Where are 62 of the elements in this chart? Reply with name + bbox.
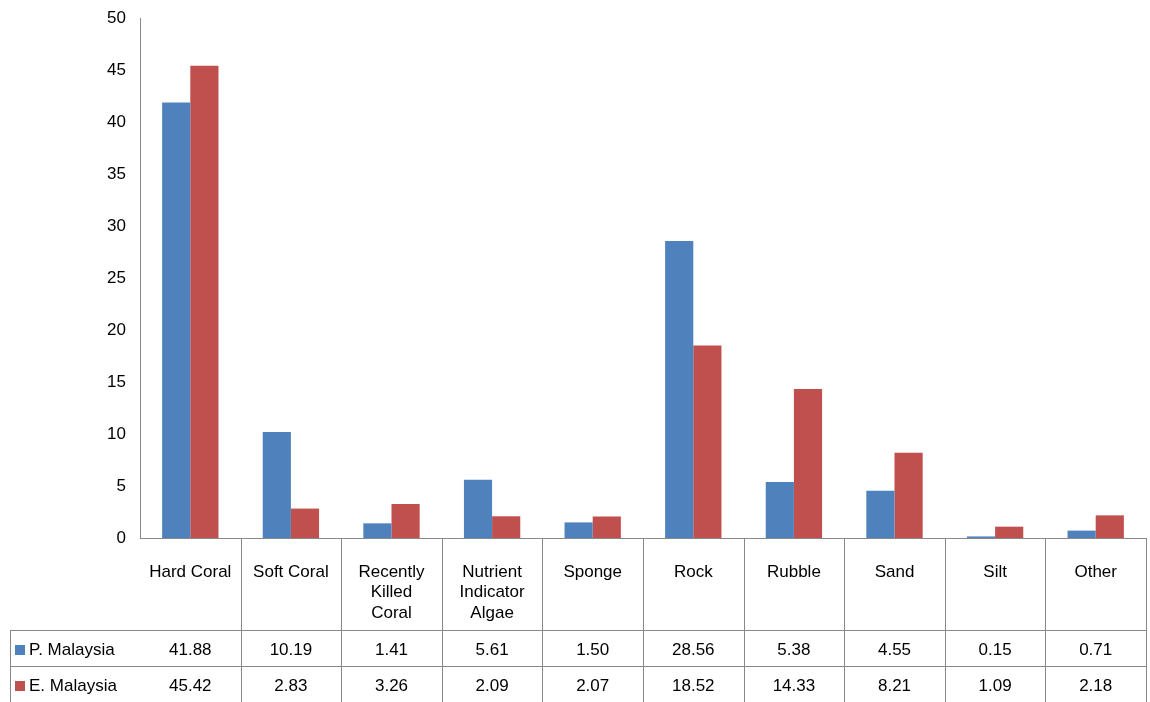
y-tick-label: 5 [116, 475, 126, 495]
bar [564, 522, 593, 538]
data-label: 10.19 [269, 639, 313, 659]
x-tick-label: Other [1074, 561, 1118, 581]
y-tick-label: 15 [107, 371, 126, 391]
x-tick-label: Recently Killed Coral [358, 561, 426, 622]
legend-label: E. Malaysia [29, 675, 118, 695]
x-tick-label: Nutrient Indicator Algae [459, 561, 526, 622]
data-label: 8.21 [877, 675, 912, 695]
data-label: 5.38 [777, 639, 811, 659]
bar [290, 508, 320, 538]
data-label: 28.56 [672, 639, 715, 659]
data-label: 0.71 [1079, 639, 1113, 659]
bar [765, 482, 794, 538]
data-label: 2.07 [576, 675, 610, 695]
bar [793, 389, 823, 538]
data-label: 14.33 [772, 675, 816, 695]
data-label: 18.52 [672, 675, 715, 695]
data-label: 2.18 [1079, 675, 1113, 695]
data-label: 4.55 [877, 639, 912, 659]
y-tick-label: 35 [107, 163, 126, 183]
y-tick-label: 10 [107, 423, 126, 443]
bar [995, 526, 1024, 538]
bar [1095, 515, 1124, 538]
data-label: 2.09 [475, 675, 509, 695]
bar [363, 523, 392, 538]
y-tick-label: 45 [107, 59, 126, 79]
x-tick-label: Rock [673, 561, 714, 581]
x-tick-label: Hard Coral [149, 561, 232, 581]
x-tick-label: Silt [983, 561, 1008, 581]
legend-label: P. Malaysia [29, 639, 116, 659]
bar [463, 479, 493, 538]
bar [1067, 530, 1096, 538]
bar [162, 102, 191, 538]
bar [866, 490, 895, 538]
bar [262, 432, 291, 538]
bar [592, 516, 621, 538]
data-label: 45.42 [169, 675, 212, 695]
data-label: 41.88 [169, 639, 212, 659]
data-label: 1.50 [576, 639, 610, 659]
data-label: 2.83 [274, 675, 308, 695]
y-tick-label: 20 [107, 319, 126, 339]
x-tick-label: Sand [874, 561, 915, 581]
bar [492, 516, 521, 538]
bar [391, 504, 420, 538]
bar [693, 345, 722, 538]
y-tick-label: 0 [116, 527, 126, 547]
data-label: 0.15 [978, 639, 1012, 659]
data-label: 1.09 [978, 675, 1012, 695]
data-label: 1.41 [374, 639, 409, 659]
data-label: 5.61 [475, 639, 509, 659]
bar [665, 241, 694, 538]
x-tick-label: Sponge [563, 561, 623, 581]
bar [894, 452, 923, 538]
x-tick-label: Soft Coral [253, 561, 329, 581]
y-tick-label: 50 [107, 7, 126, 27]
y-tick-label: 25 [107, 267, 126, 287]
y-tick-label: 40 [107, 111, 126, 131]
data-label: 3.26 [374, 675, 409, 695]
y-tick-label: 30 [107, 215, 126, 235]
bar [190, 65, 219, 538]
x-tick-label: Rubble [766, 561, 821, 581]
